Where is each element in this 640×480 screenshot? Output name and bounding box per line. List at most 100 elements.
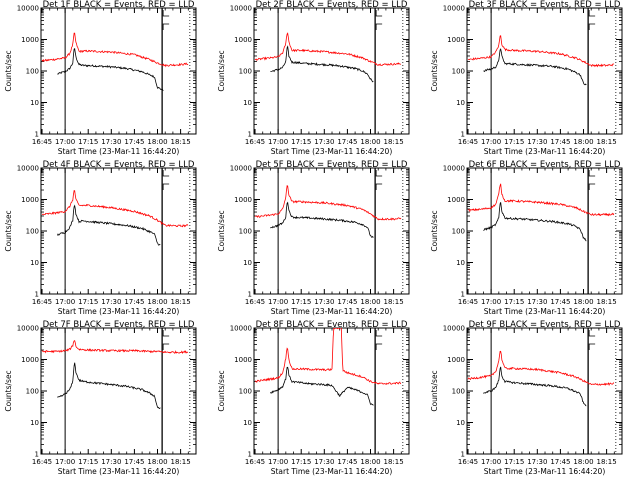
y-tick-label: 100 (239, 228, 252, 236)
y-tick-label: 1000 (234, 356, 252, 364)
flag-mark (162, 183, 170, 190)
x-tick-label: 17:00 (55, 298, 75, 306)
series-lld-line (41, 32, 189, 68)
x-tick-label: 18:00 (147, 138, 167, 146)
y-tick-label: 1000 (447, 196, 465, 204)
y-tick-label: 1 (248, 291, 252, 299)
x-tick-label: 18:15 (171, 298, 191, 306)
flag-mark (375, 183, 383, 190)
x-tick-label: 18:15 (384, 298, 404, 306)
panel-7: Det 7F BLACK = Events, RED = LLD 1 10 100 10… (4, 320, 197, 476)
y-tick-label: 10000 (17, 325, 39, 333)
y-tick-label: 1 (461, 291, 465, 299)
y-tick-label: 1 (461, 131, 465, 139)
panel-title: Det 7F BLACK = Events, RED = LLD (43, 320, 195, 330)
x-tick-label: 17:30 (527, 138, 547, 146)
y-tick-label: 100 (26, 388, 39, 396)
y-tick-label: 1000 (234, 196, 252, 204)
series-events-line (57, 204, 161, 246)
x-axis-label: Start Time (23-Mar-11 16:44:20) (484, 147, 606, 156)
y-tick-label: 1000 (21, 196, 39, 204)
flag-mark (588, 343, 596, 350)
x-tick-label: 17:30 (101, 298, 121, 306)
y-tick-label: 10 (456, 259, 465, 267)
x-tick-label: 17:45 (124, 138, 144, 146)
x-tick-label: 17:15 (78, 138, 98, 146)
flag-mark (588, 183, 596, 190)
x-tick-label: 18:00 (360, 138, 380, 146)
panel-title: Det 2F BLACK = Events, RED = LLD (256, 0, 408, 10)
flag-mark (588, 170, 596, 177)
x-tick-label: 17:45 (337, 298, 357, 306)
x-tick-label: 18:00 (147, 298, 167, 306)
x-tick-label: 16:45 (458, 298, 478, 306)
series-events-line (57, 48, 164, 91)
panel-9: Det 9F BLACK = Events, RED = LLD 1 10 100 10… (430, 320, 623, 476)
x-tick-label: 17:45 (124, 298, 144, 306)
y-tick-label: 1000 (21, 356, 39, 364)
x-tick-label: 18:00 (360, 298, 380, 306)
series-events-line (270, 201, 374, 238)
y-axis-label: Counts/sec (430, 210, 439, 251)
x-axis-label: Start Time (23-Mar-11 16:44:20) (484, 307, 606, 316)
x-tick-label: 17:45 (550, 298, 570, 306)
x-tick-label: 18:15 (171, 458, 191, 466)
panel-title: Det 3F BLACK = Events, RED = LLD (469, 0, 621, 10)
y-tick-label: 10000 (443, 325, 465, 333)
y-tick-label: 10 (243, 259, 252, 267)
x-tick-label: 17:30 (101, 138, 121, 146)
x-tick-label: 16:45 (458, 138, 478, 146)
flag-mark (162, 170, 170, 177)
y-tick-label: 10000 (443, 5, 465, 13)
y-axis-label: Counts/sec (4, 50, 13, 91)
y-tick-label: 100 (452, 388, 465, 396)
x-tick-label: 17:30 (314, 458, 334, 466)
x-tick-label: 17:30 (314, 138, 334, 146)
plot-frame (253, 7, 410, 135)
plot-frame (40, 327, 197, 455)
series-lld-line (41, 190, 189, 228)
x-axis-label: Start Time (23-Mar-11 16:44:20) (58, 307, 180, 316)
x-tick-label: 16:45 (458, 458, 478, 466)
panel-title: Det 5F BLACK = Events, RED = LLD (256, 160, 408, 170)
x-tick-label: 17:00 (55, 458, 75, 466)
x-tick-label: 16:45 (32, 458, 52, 466)
flag-mark (375, 170, 383, 177)
x-axis-label: Start Time (23-Mar-11 16:44:20) (58, 147, 180, 156)
y-tick-label: 1000 (447, 356, 465, 364)
y-tick-label: 10000 (17, 165, 39, 173)
flag-mark (375, 23, 383, 30)
flag-mark (588, 23, 596, 30)
plot-frame (466, 7, 623, 135)
y-axis-label: Counts/sec (430, 370, 439, 411)
y-tick-label: 10000 (230, 165, 252, 173)
x-tick-label: 18:00 (573, 458, 593, 466)
x-tick-label: 18:15 (171, 138, 191, 146)
x-tick-label: 18:00 (147, 458, 167, 466)
y-tick-label: 10 (456, 419, 465, 427)
x-tick-label: 17:00 (268, 458, 288, 466)
x-tick-label: 17:15 (291, 298, 311, 306)
panel-title: Det 1F BLACK = Events, RED = LLD (43, 0, 195, 10)
x-axis-label: Start Time (23-Mar-11 16:44:20) (271, 467, 393, 476)
y-tick-label: 10 (30, 419, 39, 427)
panel-2: Det 2F BLACK = Events, RED = LLD 1 10 100 10… (217, 0, 410, 156)
x-axis-label: Start Time (23-Mar-11 16:44:20) (271, 307, 393, 316)
y-axis-label: Counts/sec (217, 50, 226, 91)
y-tick-label: 1 (248, 451, 252, 459)
y-tick-label: 1 (35, 291, 39, 299)
x-tick-label: 17:45 (550, 138, 570, 146)
y-tick-label: 10000 (230, 5, 252, 13)
x-tick-label: 18:15 (597, 298, 617, 306)
plot-frame (466, 167, 623, 295)
x-tick-label: 18:00 (573, 138, 593, 146)
x-tick-label: 17:00 (481, 138, 501, 146)
flag-mark (375, 10, 383, 17)
series-lld-line (467, 183, 615, 217)
series-events-line (270, 366, 374, 406)
x-tick-label: 17:15 (504, 138, 524, 146)
y-tick-label: 10000 (230, 325, 252, 333)
series-lld-line (254, 185, 402, 221)
flag-mark (162, 343, 170, 350)
